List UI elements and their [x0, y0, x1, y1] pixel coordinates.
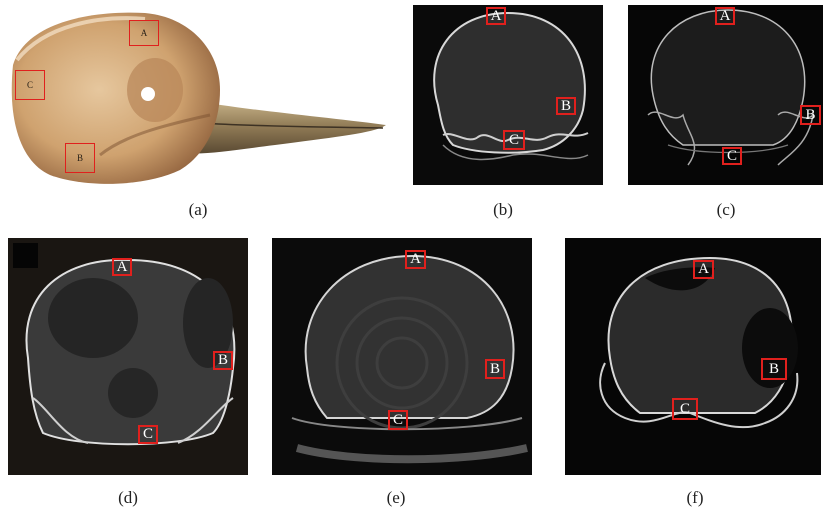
- marker-label: C: [142, 426, 153, 442]
- marker-label: A: [719, 7, 731, 24]
- marker-label: C: [726, 147, 737, 164]
- marker-f-B: B: [761, 358, 787, 380]
- marker-f-A: A: [693, 260, 714, 279]
- marker-label: C: [26, 80, 33, 90]
- marker-a-A: A: [129, 20, 159, 46]
- marker-b-B: B: [556, 97, 576, 115]
- marker-label: C: [679, 400, 690, 417]
- marker-a-C: C: [15, 70, 45, 100]
- panel-c-ct-slice: A B C: [628, 5, 823, 185]
- marker-a-B: B: [65, 143, 95, 173]
- panel-e-ct-slice: A B C: [272, 238, 532, 475]
- marker-label: B: [217, 352, 228, 368]
- marker-label: A: [490, 7, 502, 24]
- ct-slice-b-image: [413, 5, 603, 185]
- marker-label: B: [560, 97, 571, 114]
- marker-c-A: A: [715, 7, 735, 25]
- marker-d-A: A: [112, 258, 132, 276]
- skull-photo-image: [5, 5, 390, 190]
- panel-b-ct-slice: A B C: [413, 5, 603, 185]
- marker-label: C: [392, 411, 403, 428]
- caption-e: (e): [386, 488, 406, 507]
- marker-label: A: [140, 28, 148, 38]
- marker-label: C: [508, 131, 519, 148]
- caption-f: (f): [686, 488, 704, 507]
- marker-e-A: A: [405, 250, 426, 269]
- marker-c-B: B: [800, 105, 821, 125]
- panel-a-skull-photo: A C B: [5, 5, 390, 190]
- marker-b-C: C: [503, 130, 525, 150]
- marker-e-C: C: [388, 410, 408, 430]
- caption-c: (c): [716, 200, 736, 219]
- marker-label: A: [116, 258, 128, 275]
- marker-label: B: [805, 106, 816, 123]
- marker-f-C: C: [672, 398, 698, 420]
- caption-d: (d): [118, 488, 138, 507]
- ct-slice-e-image: [272, 238, 532, 475]
- marker-d-C: C: [138, 425, 158, 444]
- marker-label: A: [410, 251, 421, 267]
- marker-e-B: B: [485, 359, 505, 379]
- marker-label: B: [768, 360, 779, 377]
- ct-slice-c-image: [628, 5, 823, 185]
- panel-d-ct-slice: A B C: [8, 238, 248, 475]
- marker-label: A: [698, 261, 709, 277]
- marker-label: B: [489, 360, 500, 377]
- panel-f-ct-slice: A B C: [565, 238, 821, 475]
- caption-a: (a): [188, 200, 208, 219]
- marker-b-A: A: [486, 7, 506, 25]
- ct-slice-d-image: [8, 238, 248, 475]
- caption-b: (b): [493, 200, 513, 219]
- ct-slice-f-image: [565, 238, 821, 475]
- marker-label: B: [76, 153, 83, 163]
- marker-d-B: B: [213, 351, 233, 370]
- marker-c-C: C: [722, 147, 742, 165]
